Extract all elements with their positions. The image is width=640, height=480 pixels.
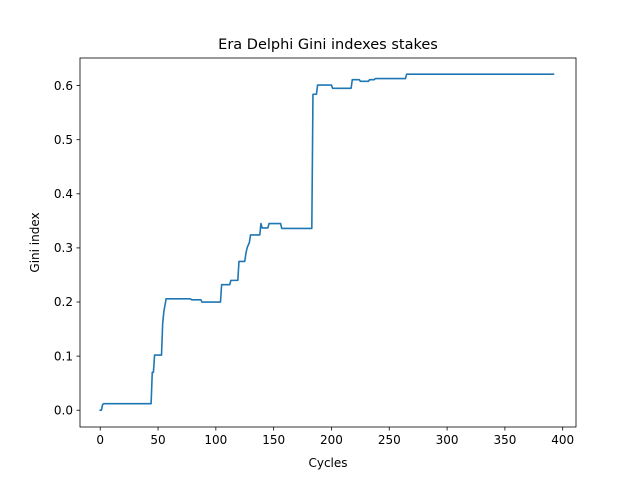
x-tick-label: 350 [493, 433, 516, 447]
x-tick-label: 0 [96, 433, 104, 447]
axes-frame [79, 57, 577, 428]
gini-series-line [99, 73, 555, 412]
x-tick-label: 300 [436, 433, 459, 447]
chart-title: Era Delphi Gini indexes stakes [218, 37, 438, 53]
x-axis-ticks: 0 50 100 150 200 250 300 350 400 [96, 427, 574, 447]
y-tick-label: 0.1 [54, 349, 73, 363]
x-tick-label: 50 [150, 433, 165, 447]
y-axis-label: Gini index [28, 212, 42, 272]
y-tick-label: 0.5 [54, 133, 73, 147]
plot-area [99, 73, 555, 412]
x-tick-label: 200 [320, 433, 343, 447]
y-tick-label: 0.6 [54, 79, 73, 93]
x-tick-label: 100 [204, 433, 227, 447]
y-tick-label: 0.2 [54, 295, 73, 309]
y-tick-label: 0.3 [54, 241, 73, 255]
x-tick-label: 400 [551, 433, 574, 447]
x-tick-label: 250 [378, 433, 401, 447]
y-tick-label: 0.4 [54, 187, 73, 201]
y-axis-ticks: 0.0 0.1 0.2 0.3 0.4 0.5 0.6 [54, 79, 80, 417]
x-tick-label: 150 [262, 433, 285, 447]
y-tick-label: 0.0 [54, 403, 73, 417]
x-axis-label: Cycles [308, 456, 347, 470]
